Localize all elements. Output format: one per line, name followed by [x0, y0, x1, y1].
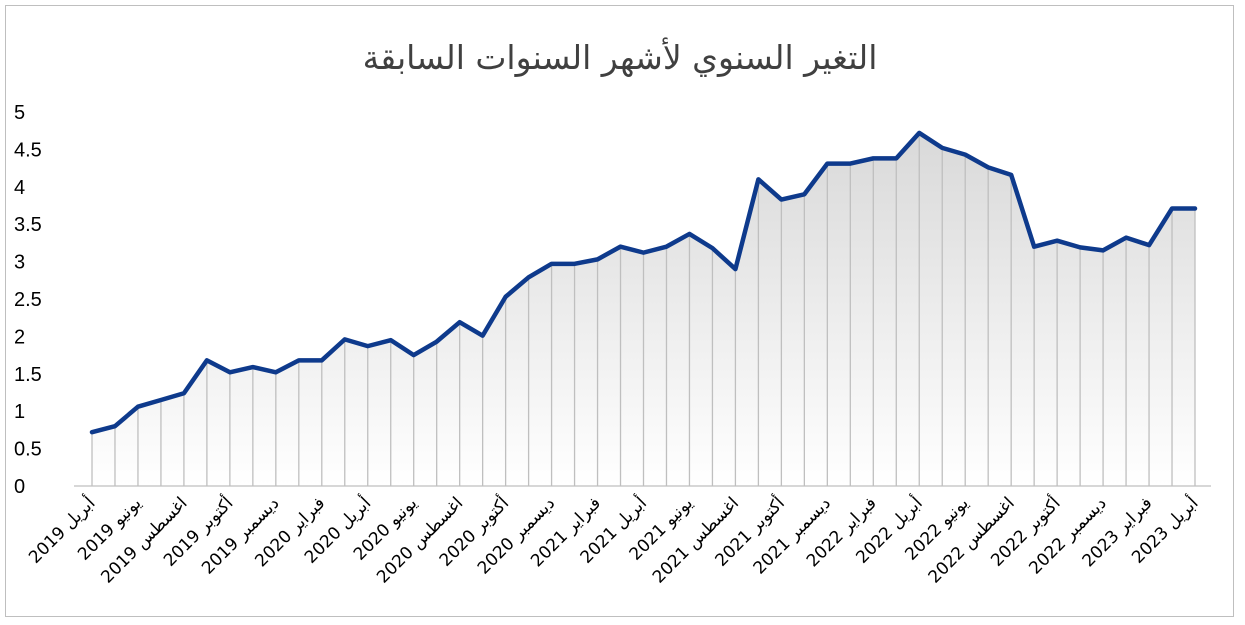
y-tick-label: 3: [14, 252, 25, 274]
series-line: [89, 130, 1198, 435]
droplines-layer: [91, 132, 1196, 486]
y-axis-ticks: 0 0.5 1 1.5 2 2.5 3 3.5 4 4.5 5: [14, 102, 42, 498]
y-tick-label: 0.5: [14, 439, 42, 461]
y-tick-label: 3.5: [14, 214, 42, 236]
y-tick-label: 2: [14, 326, 25, 348]
y-tick-label: 4: [14, 177, 25, 199]
chart-frame: التغير السنوي لأشهر السنوات السابقة 0 0.5…: [5, 5, 1234, 617]
line-chart: التغير السنوي لأشهر السنوات السابقة 0 0.5…: [14, 37, 1211, 588]
series-line-layer: [89, 130, 1198, 435]
y-tick-label: 1: [14, 401, 25, 423]
y-tick-label: 0: [14, 476, 25, 498]
y-tick-label: 5: [14, 102, 25, 124]
y-tick-label: 4.5: [14, 139, 42, 161]
y-tick-label: 2.5: [14, 289, 42, 311]
chart-title: التغير السنوي لأشهر السنوات السابقة: [363, 37, 878, 77]
y-tick-label: 1.5: [14, 364, 42, 386]
